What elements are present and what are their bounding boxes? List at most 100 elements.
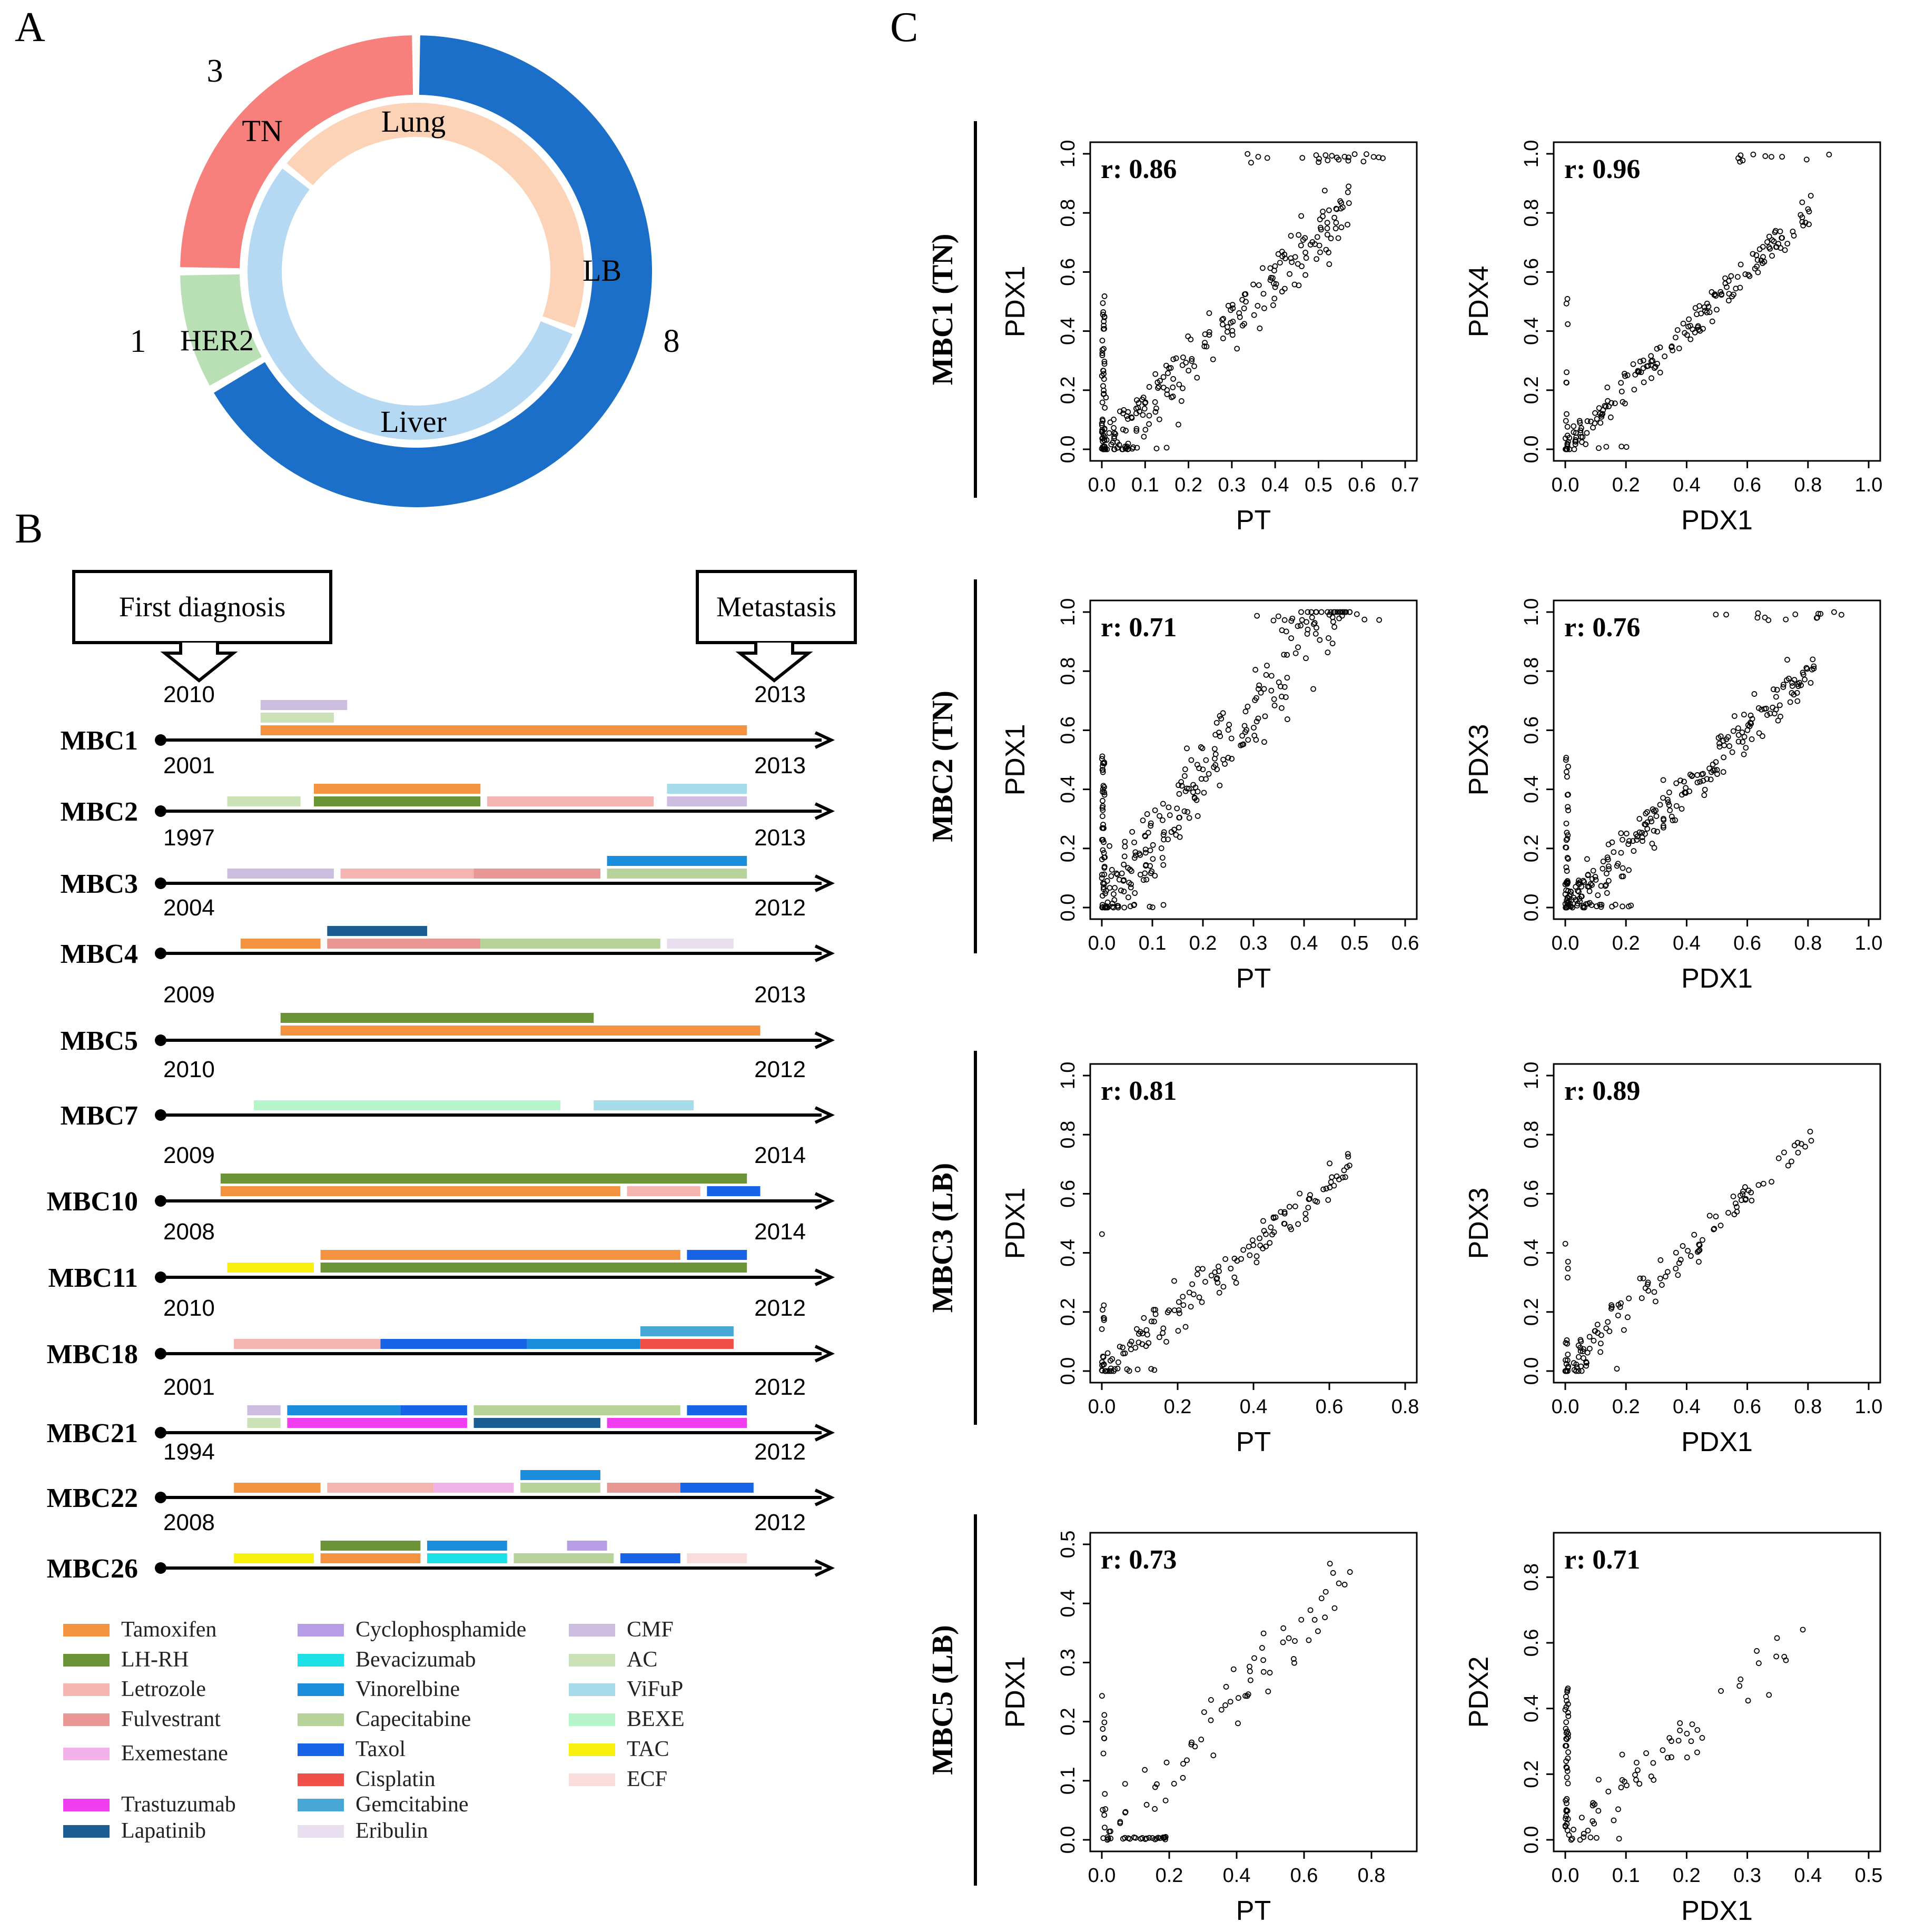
data-point [1237, 314, 1243, 320]
data-point [1620, 903, 1625, 910]
data-point [1322, 152, 1329, 158]
data-point [1634, 1760, 1640, 1766]
correlation-label: r: 0.89 [1564, 1076, 1640, 1106]
data-point [1241, 321, 1247, 327]
data-point [1654, 361, 1660, 367]
data-point [1114, 439, 1120, 446]
timeline-mbc21: MBC21 2001 2012 [47, 1374, 835, 1448]
data-point [1660, 777, 1666, 783]
data-point [1594, 416, 1600, 422]
data-point [1127, 1341, 1133, 1347]
data-point [1738, 1676, 1744, 1682]
data-point [1250, 281, 1257, 288]
legend-item-tac: TAC [569, 1737, 669, 1761]
x-axis-label: PT [1236, 963, 1271, 994]
data-point [1279, 705, 1285, 711]
data-point [1606, 866, 1612, 872]
data-point [1739, 730, 1745, 735]
data-point [1235, 1695, 1241, 1701]
y-tick-label: 0.0 [1057, 1826, 1079, 1854]
x-tick-label: 0.6 [1391, 932, 1419, 954]
data-point [1598, 1332, 1604, 1338]
data-point [1210, 1752, 1217, 1759]
data-point [1195, 1271, 1200, 1277]
data-point [1099, 1231, 1105, 1237]
drug-bar-ac [227, 796, 301, 806]
data-point [1099, 352, 1105, 359]
data-point [1635, 368, 1641, 374]
data-point [1826, 152, 1832, 157]
data-point [1640, 838, 1645, 844]
data-point [1164, 391, 1170, 397]
data-point [1565, 1780, 1571, 1787]
data-point [1696, 1241, 1702, 1248]
data-point [1251, 312, 1257, 318]
data-point [1257, 1235, 1262, 1241]
legend-label: Cisplatin [356, 1767, 436, 1791]
start-year: 2001 [163, 1374, 215, 1400]
data-point [1140, 412, 1146, 418]
data-point [1647, 815, 1654, 822]
data-point [1626, 1295, 1632, 1302]
drug-bar-vinorelbine [607, 856, 747, 866]
data-point [1639, 830, 1645, 836]
scatter-plot: 0.0 0.2 0.4 0.6 0.8 0.0 0.2 0.4 0.6 0.8 1.0 PT PDX1 r… [1000, 1062, 1419, 1457]
data-point [1566, 898, 1572, 904]
data-point [1565, 1266, 1571, 1271]
data-point [1138, 1836, 1144, 1842]
legend-swatch [63, 1624, 110, 1637]
data-point [1731, 713, 1738, 719]
data-point [1564, 1765, 1570, 1771]
data-point [1194, 762, 1200, 768]
data-point [1631, 848, 1637, 854]
data-point [1100, 807, 1106, 813]
data-point [1660, 1747, 1666, 1753]
data-point [1241, 305, 1247, 311]
patient-label: MBC22 [47, 1483, 138, 1513]
legend-item-exemestane: Exemestane [63, 1741, 228, 1766]
data-point [1754, 615, 1761, 621]
data-point [1584, 418, 1591, 424]
outer-slice-her2 [180, 274, 262, 386]
patient-label: MBC10 [47, 1187, 138, 1217]
x-tick-label: 0.8 [1391, 1396, 1419, 1418]
data-point [1342, 1174, 1348, 1180]
data-point [1680, 1243, 1686, 1249]
data-point [1565, 1368, 1571, 1374]
data-point [1111, 446, 1117, 452]
data-point [1132, 1345, 1139, 1351]
data-point [1775, 1155, 1782, 1161]
data-point [1598, 413, 1605, 420]
legend-label: ViFuP [627, 1677, 683, 1701]
drug-bar-capecitabine [473, 1405, 680, 1415]
data-point [1277, 260, 1283, 266]
data-point [1625, 1314, 1631, 1320]
data-point [1122, 1809, 1129, 1815]
data-point [1654, 346, 1660, 352]
data-point [1206, 332, 1212, 338]
data-point [1157, 378, 1163, 384]
data-point [1320, 209, 1326, 214]
data-point [1142, 400, 1148, 406]
data-point [1585, 1828, 1591, 1834]
data-point [1253, 1253, 1260, 1259]
data-point [1631, 387, 1637, 393]
drug-bar-eribulin [667, 939, 734, 949]
end-year: 2012 [754, 1295, 806, 1321]
data-point [1109, 1356, 1116, 1362]
data-point [1145, 830, 1151, 836]
start-year: 1994 [163, 1439, 215, 1465]
data-point [1808, 1138, 1814, 1144]
data-point [1565, 1710, 1571, 1716]
data-point [1615, 1806, 1621, 1812]
plot-frame [1089, 1063, 1418, 1384]
data-point [1331, 1605, 1338, 1611]
data-point [1354, 611, 1360, 617]
data-point [1101, 322, 1107, 329]
data-point [1563, 757, 1569, 763]
label-lb: LB [583, 253, 621, 288]
y-tick-label: 0.8 [1057, 1121, 1079, 1149]
data-point [1564, 774, 1570, 780]
data-point [1699, 1735, 1705, 1741]
drug-bar-tamoxifen [280, 1026, 761, 1036]
